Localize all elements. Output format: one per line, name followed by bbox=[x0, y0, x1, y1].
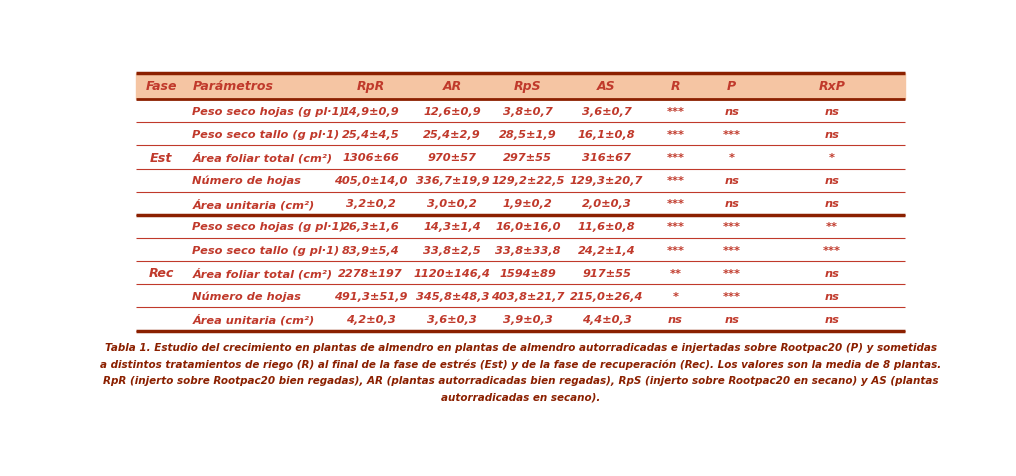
Text: 4,2±0,3: 4,2±0,3 bbox=[345, 314, 395, 324]
Text: AS: AS bbox=[597, 80, 616, 93]
Text: RpR: RpR bbox=[357, 80, 385, 93]
Text: RxP: RxP bbox=[818, 80, 845, 93]
Text: ns: ns bbox=[824, 314, 839, 324]
Text: ns: ns bbox=[724, 176, 740, 186]
Text: ***: *** bbox=[666, 222, 685, 232]
Text: 25,4±2,9: 25,4±2,9 bbox=[424, 129, 481, 139]
Text: ns: ns bbox=[824, 199, 839, 209]
Text: ***: *** bbox=[722, 222, 741, 232]
Text: 2278±197: 2278±197 bbox=[338, 268, 403, 278]
Text: 24,2±1,4: 24,2±1,4 bbox=[578, 245, 635, 255]
Text: ***: *** bbox=[722, 268, 741, 278]
Text: 316±67: 316±67 bbox=[582, 153, 631, 163]
Text: 2,0±0,3: 2,0±0,3 bbox=[581, 199, 631, 209]
Text: 3,2±0,2: 3,2±0,2 bbox=[345, 199, 395, 209]
Text: ***: *** bbox=[666, 176, 685, 186]
Text: Est: Est bbox=[150, 151, 173, 164]
Text: **: ** bbox=[826, 222, 838, 232]
Text: 491,3±51,9: 491,3±51,9 bbox=[334, 291, 407, 301]
Text: 336,7±19,9: 336,7±19,9 bbox=[416, 176, 489, 186]
Text: RpS: RpS bbox=[514, 80, 542, 93]
Text: ***: *** bbox=[722, 245, 741, 255]
Text: 3,0±0,2: 3,0±0,2 bbox=[428, 199, 478, 209]
Text: 345,8±48,3: 345,8±48,3 bbox=[416, 291, 489, 301]
Text: 3,9±0,3: 3,9±0,3 bbox=[503, 314, 553, 324]
Text: ***: *** bbox=[666, 153, 685, 163]
Text: 16,1±0,8: 16,1±0,8 bbox=[578, 129, 635, 139]
Text: ns: ns bbox=[824, 129, 839, 139]
Text: 129,3±20,7: 129,3±20,7 bbox=[570, 176, 643, 186]
Text: 129,2±22,5: 129,2±22,5 bbox=[491, 176, 565, 186]
Text: RpR (injerto sobre Rootpac20 bien regadas), AR (plantas autorradicadas bien rega: RpR (injerto sobre Rootpac20 bien regada… bbox=[103, 376, 939, 386]
Text: *: * bbox=[673, 291, 679, 301]
Text: *: * bbox=[829, 153, 835, 163]
Text: a distintos tratamientos de riego (R) al final de la fase de estrés (Est) y de l: a distintos tratamientos de riego (R) al… bbox=[100, 359, 942, 369]
Text: Peso seco tallo (g pl·1): Peso seco tallo (g pl·1) bbox=[192, 129, 339, 139]
Text: 403,8±21,7: 403,8±21,7 bbox=[491, 291, 565, 301]
Text: 14,9±0,9: 14,9±0,9 bbox=[342, 107, 399, 117]
Text: 26,3±1,6: 26,3±1,6 bbox=[342, 222, 399, 232]
Text: Área foliar total (cm²): Área foliar total (cm²) bbox=[192, 268, 332, 279]
Text: 215,0±26,4: 215,0±26,4 bbox=[570, 291, 643, 301]
Text: P: P bbox=[727, 80, 737, 93]
Text: 83,9±5,4: 83,9±5,4 bbox=[342, 245, 399, 255]
Text: Área unitaria (cm²): Área unitaria (cm²) bbox=[192, 198, 315, 209]
Text: ns: ns bbox=[824, 268, 839, 278]
Text: 1306±66: 1306±66 bbox=[342, 153, 399, 163]
Text: 3,6±0,7: 3,6±0,7 bbox=[581, 107, 631, 117]
Text: ns: ns bbox=[824, 107, 839, 117]
Text: Área unitaria (cm²): Área unitaria (cm²) bbox=[192, 314, 315, 325]
Text: ***: *** bbox=[666, 107, 685, 117]
Text: Peso seco tallo (g pl·1): Peso seco tallo (g pl·1) bbox=[192, 245, 339, 255]
Text: ***: *** bbox=[722, 291, 741, 301]
Text: 1,9±0,2: 1,9±0,2 bbox=[503, 199, 553, 209]
Text: 11,6±0,8: 11,6±0,8 bbox=[578, 222, 635, 232]
Text: 16,0±16,0: 16,0±16,0 bbox=[495, 222, 561, 232]
Text: Rec: Rec bbox=[148, 267, 174, 280]
Text: 3,6±0,3: 3,6±0,3 bbox=[428, 314, 478, 324]
Text: 970±57: 970±57 bbox=[428, 153, 477, 163]
Text: 3,8±0,7: 3,8±0,7 bbox=[503, 107, 553, 117]
Text: Tabla 1. Estudio del crecimiento en plantas de almendro en plantas de almendro a: Tabla 1. Estudio del crecimiento en plan… bbox=[105, 343, 937, 353]
Text: Fase: Fase bbox=[145, 80, 177, 93]
Text: 33,8±2,5: 33,8±2,5 bbox=[424, 245, 481, 255]
Text: 4,4±0,3: 4,4±0,3 bbox=[581, 314, 631, 324]
Text: 25,4±4,5: 25,4±4,5 bbox=[342, 129, 399, 139]
Text: Peso seco hojas (g pl·1): Peso seco hojas (g pl·1) bbox=[192, 107, 345, 117]
Text: 12,6±0,9: 12,6±0,9 bbox=[424, 107, 481, 117]
Text: R: R bbox=[671, 80, 681, 93]
Text: ns: ns bbox=[824, 176, 839, 186]
Text: Número de hojas: Número de hojas bbox=[192, 291, 301, 301]
Bar bbox=[136, 74, 905, 100]
Text: AR: AR bbox=[443, 80, 462, 93]
Text: ns: ns bbox=[724, 107, 740, 117]
Text: 917±55: 917±55 bbox=[582, 268, 631, 278]
Text: 297±55: 297±55 bbox=[503, 153, 553, 163]
Text: 28,5±1,9: 28,5±1,9 bbox=[499, 129, 557, 139]
Text: Área foliar total (cm²): Área foliar total (cm²) bbox=[192, 152, 332, 163]
Text: *: * bbox=[728, 153, 735, 163]
Text: ***: *** bbox=[666, 129, 685, 139]
Text: 405,0±14,0: 405,0±14,0 bbox=[334, 176, 407, 186]
Text: ***: *** bbox=[722, 129, 741, 139]
Text: ns: ns bbox=[724, 199, 740, 209]
Text: **: ** bbox=[670, 268, 682, 278]
Text: autorradicadas en secano).: autorradicadas en secano). bbox=[441, 392, 600, 402]
Text: Peso seco hojas (g pl·1): Peso seco hojas (g pl·1) bbox=[192, 222, 345, 232]
Text: 33,8±33,8: 33,8±33,8 bbox=[495, 245, 561, 255]
Text: ns: ns bbox=[724, 314, 740, 324]
Text: ns: ns bbox=[668, 314, 683, 324]
Text: ***: *** bbox=[666, 245, 685, 255]
Text: ***: *** bbox=[666, 199, 685, 209]
Text: 1594±89: 1594±89 bbox=[500, 268, 556, 278]
Text: Parámetros: Parámetros bbox=[192, 80, 273, 93]
Text: ***: *** bbox=[823, 245, 840, 255]
Text: 14,3±1,4: 14,3±1,4 bbox=[424, 222, 481, 232]
Text: ns: ns bbox=[824, 291, 839, 301]
Text: 1120±146,4: 1120±146,4 bbox=[414, 268, 491, 278]
Text: Número de hojas: Número de hojas bbox=[192, 176, 301, 186]
